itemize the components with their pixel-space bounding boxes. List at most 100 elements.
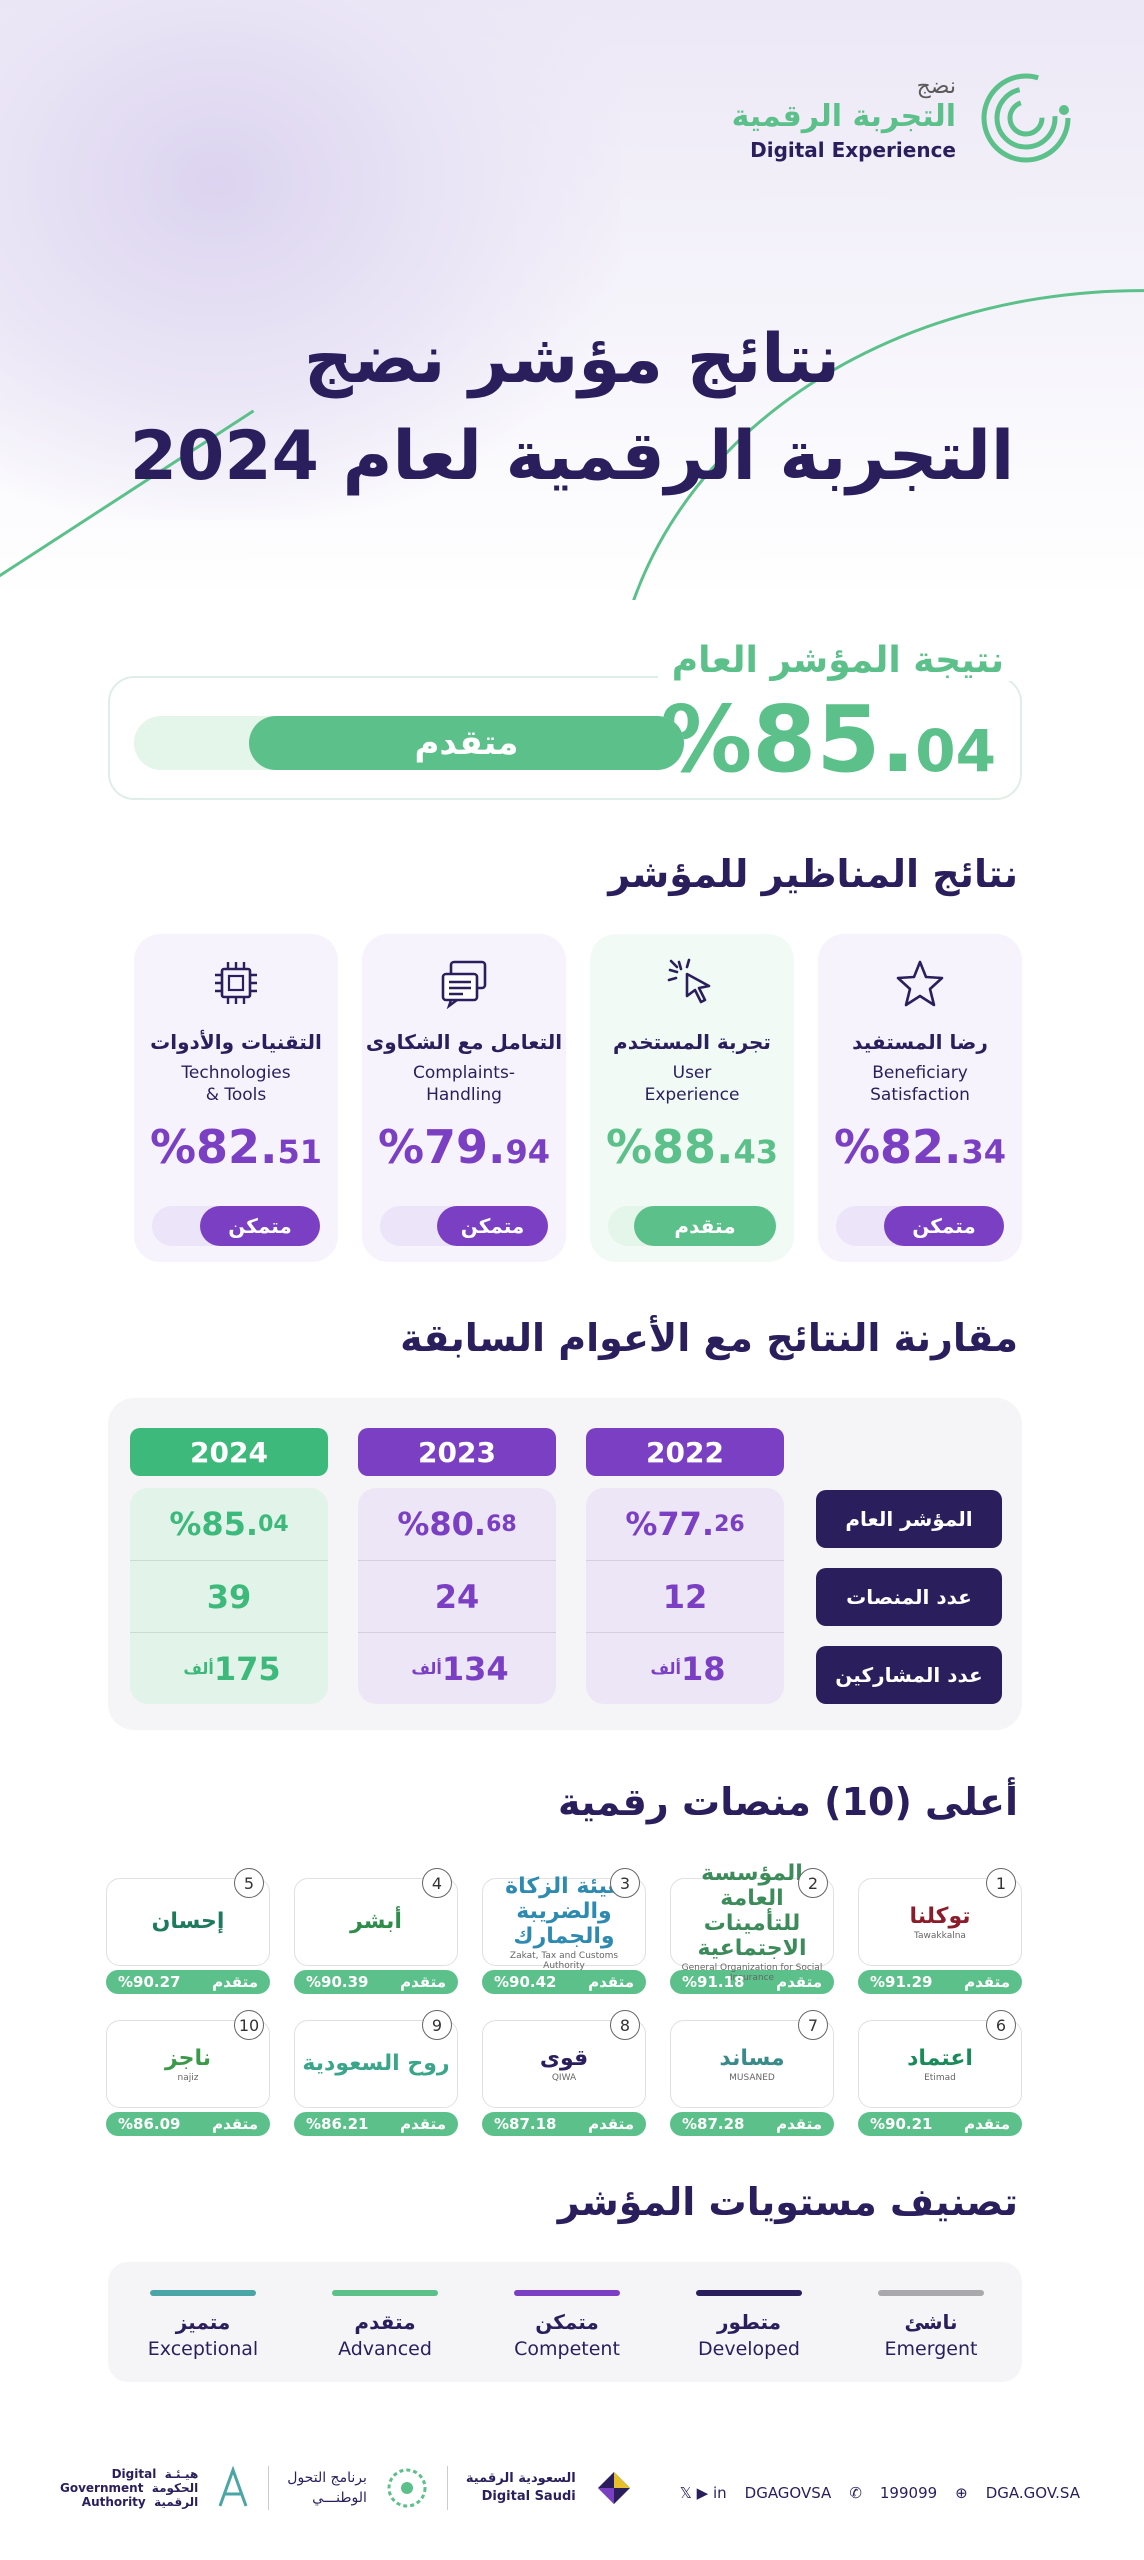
platform-card: اعتماد Etimad 6 متقدم %90.21	[858, 2010, 1022, 2136]
perspective-name-en: Complaints- Handling	[413, 1063, 515, 1105]
level-name-en: Exceptional	[147, 2338, 259, 2360]
level-name-ar: متميز	[175, 2310, 231, 2334]
ntp-logo: برنامج التحول الوطنـــي	[287, 2470, 367, 2506]
year-participants-value: ألف 134	[358, 1632, 556, 1704]
title-line1: نتائج مؤشر نضج	[303, 320, 841, 399]
platform-level: متقدم	[776, 2115, 822, 2133]
comparison-panel: المؤشر العام عدد المنصات عدد المشاركين 2…	[108, 1398, 1022, 1730]
platform-rank: 2	[798, 1868, 828, 1898]
comparison-heading: مقارنة النتائج مع الأعوام السابقة	[400, 1316, 1018, 1360]
brand-en: Digital Experience	[750, 138, 956, 162]
platform-subname: najiz	[177, 2072, 199, 2083]
platform-name: مساند	[719, 2045, 785, 2071]
platform-name: اعتماد	[907, 2045, 973, 2071]
year-index-value: %80. 68	[397, 1505, 517, 1543]
social-handle[interactable]: DGAGOVSA	[744, 2484, 832, 2502]
year-platforms-value: 12	[586, 1560, 784, 1632]
digital-saudi-icon	[597, 2472, 630, 2504]
levels-heading: تصنيف مستويات المؤشر	[557, 2180, 1018, 2224]
page-title: نتائج مؤشر نضج التجربة الرقمية لعام 2024	[0, 320, 1144, 496]
platform-level: متقدم	[964, 2115, 1010, 2133]
phone-number[interactable]: 199099	[879, 2484, 938, 2502]
level-name-ar: متقدم	[354, 2310, 416, 2334]
hero-photo	[0, 0, 620, 520]
perspective-score: %82.34	[833, 1120, 1007, 1174]
brand-line2: التجربة الرقمية	[731, 99, 956, 134]
level-item: ناشئ Emergent	[840, 2290, 1022, 2360]
platform-rank: 6	[986, 2010, 1016, 2040]
platform-score: %87.18	[494, 2115, 557, 2133]
perspective-progress-track: متمكن	[152, 1206, 320, 1246]
level-name-en: Emergent	[884, 2338, 978, 2360]
perspective-progress-track: متمكن	[380, 1206, 548, 1246]
overall-score-label: نتيجة المؤشر العام	[657, 640, 1018, 681]
level-name-ar: متطور	[716, 2310, 782, 2334]
platform-score: %86.21	[306, 2115, 369, 2133]
platform-level: متقدم	[212, 2115, 258, 2133]
year-participants-value: ألف 175	[130, 1632, 328, 1704]
platform-subname: General Organization for Social Insuranc…	[681, 1963, 823, 1983]
platform-rank: 1	[986, 1868, 1016, 1898]
title-line2: التجربة الرقمية لعام 2024	[129, 417, 1015, 496]
platform-score: %91.29	[870, 1973, 933, 1991]
level-color-bar	[878, 2290, 984, 2296]
level-name-en: Advanced	[338, 2338, 432, 2360]
perspective-name-ar: التقنيات والأدوات	[150, 1030, 322, 1054]
year-platforms-value: 39	[130, 1560, 328, 1632]
platform-level: متقدم	[400, 2115, 446, 2133]
level-name-ar: ناشئ	[904, 2310, 958, 2334]
level-color-bar	[332, 2290, 438, 2296]
perspective-name-ar: رضا المستفيد	[852, 1030, 988, 1054]
platform-name: توكلنا	[909, 1903, 971, 1929]
website-link[interactable]: DGA.GOV.SA	[985, 2484, 1080, 2502]
perspective-name-en: Beneficiary Satisfaction	[870, 1063, 970, 1105]
level-item: متقدم Advanced	[294, 2290, 476, 2360]
chat-icon	[362, 956, 566, 1016]
platform-card: إحسان 5 متقدم %90.27	[106, 1868, 270, 1994]
platform-card: هيئة الزكاة والضريبة والجمارك Zakat, Tax …	[482, 1868, 646, 1994]
platform-rank: 7	[798, 2010, 828, 2040]
etimad-logo: اعتماد Etimad	[858, 2020, 1022, 2108]
year-participants-value: ألف 18	[586, 1632, 784, 1704]
year-index-value: %77. 26	[625, 1505, 745, 1543]
perspective-name-en: User Experience	[644, 1063, 740, 1105]
overall-score: %85.04	[660, 686, 996, 793]
perspective-card: التعامل مع الشكاوى Complaints- Handling %7…	[362, 934, 566, 1262]
overall-score-card: %85.04 متقدم	[108, 676, 1022, 800]
digital-saudi-logo: السعودية الرقمية Digital Saudi	[465, 2471, 576, 2504]
footer: 𝕏 ▶ in DGAGOVSA ✆ 199099 ⊕ DGA.GOV.SA Di…	[0, 2456, 1144, 2536]
platform-score: %90.42	[494, 1973, 557, 1991]
platform-name: إحسان	[151, 1908, 225, 1934]
platform-name: قوى	[539, 2045, 589, 2071]
platform-score-pill: متقدم %86.09	[106, 2112, 270, 2136]
perspective-level-badge: متمكن	[200, 1206, 320, 1246]
row-label-platforms: عدد المنصات	[816, 1568, 1002, 1626]
perspective-card: رضا المستفيد Beneficiary Satisfaction %82.…	[818, 934, 1022, 1262]
globe-icon: ⊕	[955, 2484, 968, 2502]
platform-subname: MUSANED	[729, 2072, 775, 2083]
platform-score-pill: متقدم %90.21	[858, 2112, 1022, 2136]
platform-score-pill: متقدم %90.42	[482, 1970, 646, 1994]
perspective-card: التقنيات والأدوات Technologies & Tools %82…	[134, 934, 338, 1262]
perspective-name-en: Technologies & Tools	[181, 1063, 291, 1105]
level-item: متمكن Competent	[476, 2290, 658, 2360]
platform-level: متقدم	[588, 2115, 634, 2133]
perspective-score: %88.43	[605, 1120, 779, 1174]
platform-level: متقدم	[964, 1973, 1010, 1991]
perspective-level-badge: متمكن	[884, 1206, 1004, 1246]
platform-subname: Zakat, Tax and Customs Authority	[509, 1950, 619, 1971]
platform-card: أبشر 4 متقدم %90.39	[294, 1868, 458, 1994]
top-platforms-heading: أعلى (10) منصات رقمية	[558, 1780, 1018, 1824]
row-label-index: المؤشر العام	[816, 1490, 1002, 1548]
brand-line1: نضج	[916, 74, 956, 99]
platform-level: متقدم	[588, 1973, 634, 1991]
platform-rank: 4	[422, 1868, 452, 1898]
platform-score-pill: متقدم %90.27	[106, 1970, 270, 1994]
brand-logo: نضج التجربة الرقمية Digital Experience	[732, 70, 1074, 166]
platform-subname: QIWA	[551, 2072, 577, 2083]
year-column: %85. 04 39 ألف 175	[130, 1488, 328, 1704]
year-column: %80. 68 24 ألف 134	[358, 1488, 556, 1704]
platform-name: ناجز	[164, 2045, 212, 2071]
platform-rank: 9	[422, 2010, 452, 2040]
level-name-ar: متمكن	[535, 2310, 599, 2334]
